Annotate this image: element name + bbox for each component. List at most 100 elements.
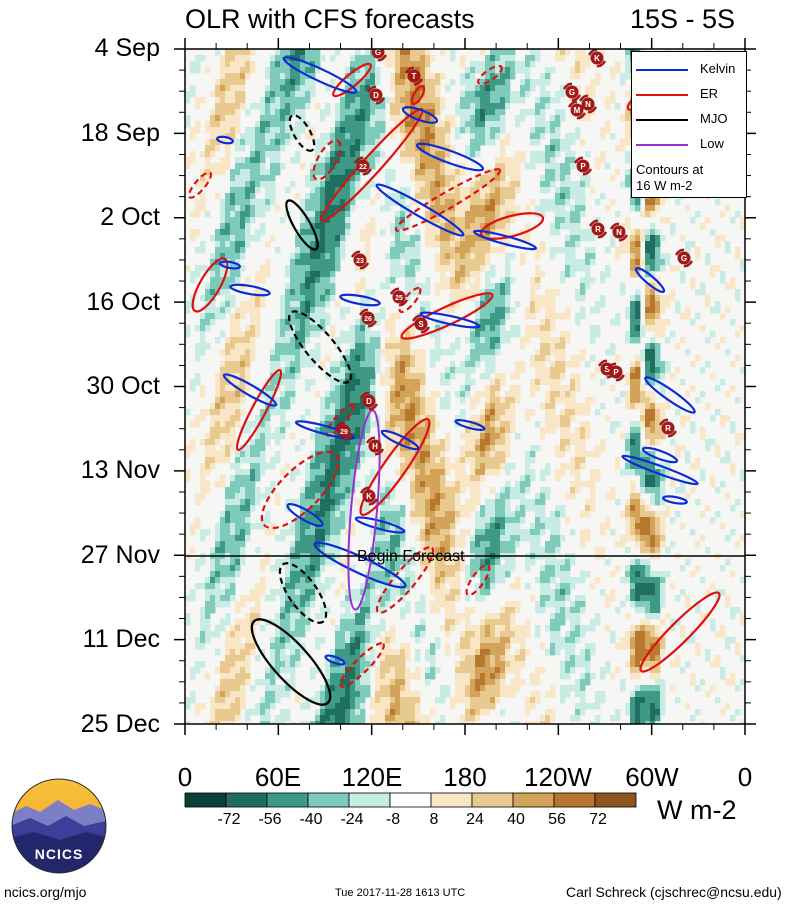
olr-cell (655, 241, 661, 248)
olr-cell (435, 421, 441, 428)
olr-cell (580, 421, 586, 428)
olr-cell (540, 187, 546, 194)
olr-cell (275, 499, 281, 506)
olr-cell (270, 85, 276, 92)
olr-cell (315, 517, 321, 524)
olr-cell (430, 397, 436, 404)
olr-cell (480, 121, 486, 128)
olr-cell (455, 223, 461, 230)
olr-cell (410, 487, 416, 494)
olr-cell (560, 205, 566, 212)
olr-cell (495, 55, 501, 62)
olr-cell (335, 397, 341, 404)
olr-cell (610, 67, 616, 74)
olr-cell (415, 121, 421, 128)
olr-cell (200, 493, 206, 500)
olr-cell (195, 229, 201, 236)
olr-cell (230, 271, 236, 278)
olr-cell (550, 379, 556, 386)
olr-cell (295, 289, 301, 296)
olr-cell (355, 181, 361, 188)
olr-cell (575, 235, 581, 242)
olr-cell (235, 397, 241, 404)
olr-cell (430, 109, 436, 116)
olr-cell (480, 181, 486, 188)
olr-cell (235, 253, 241, 260)
olr-cell (650, 355, 656, 362)
olr-cell (330, 439, 336, 446)
olr-cell (505, 229, 511, 236)
olr-cell (305, 49, 311, 56)
olr-cell (560, 211, 566, 218)
olr-cell (355, 433, 361, 440)
olr-cell (540, 301, 546, 308)
olr-cell (390, 439, 396, 446)
olr-cell (625, 139, 631, 146)
olr-cell (630, 523, 636, 530)
olr-cell (550, 427, 556, 434)
olr-cell (415, 67, 421, 74)
olr-cell (340, 397, 346, 404)
olr-cell (340, 445, 346, 452)
olr-cell (455, 277, 461, 284)
olr-cell (460, 295, 466, 302)
olr-cell (290, 277, 296, 284)
olr-cell (420, 391, 426, 398)
olr-cell (705, 217, 711, 224)
olr-cell (345, 193, 351, 200)
olr-cell (505, 181, 511, 188)
olr-cell (615, 61, 621, 68)
olr-cell (405, 61, 411, 68)
olr-cell (380, 229, 386, 236)
olr-cell (565, 415, 571, 422)
olr-cell (340, 361, 346, 368)
olr-cell (415, 517, 421, 524)
olr-cell (335, 361, 341, 368)
olr-cell (535, 157, 541, 164)
olr-cell (195, 421, 201, 428)
olr-cell (315, 289, 321, 296)
olr-cell (370, 151, 376, 158)
olr-cell (530, 523, 536, 530)
olr-cell (225, 133, 231, 140)
olr-cell (190, 157, 196, 164)
olr-cell (565, 421, 571, 428)
olr-cell (335, 415, 341, 422)
olr-cell (390, 265, 396, 272)
olr-cell (295, 241, 301, 248)
olr-cell (565, 193, 571, 200)
olr-cell (575, 85, 581, 92)
olr-cell (515, 529, 521, 536)
olr-cell (315, 511, 321, 518)
olr-cell (570, 253, 576, 260)
olr-cell (270, 385, 276, 392)
olr-cell (530, 301, 536, 308)
olr-cell (270, 103, 276, 110)
olr-cell (505, 271, 511, 278)
olr-cell (240, 361, 246, 368)
olr-cell (395, 97, 401, 104)
olr-cell (480, 241, 486, 248)
olr-cell (505, 391, 511, 398)
olr-cell (245, 331, 251, 338)
olr-cell (485, 307, 491, 314)
olr-cell (290, 61, 296, 68)
olr-cell (450, 517, 456, 524)
olr-cell (550, 157, 556, 164)
olr-cell (260, 271, 266, 278)
olr-cell (435, 205, 441, 212)
olr-cell (480, 289, 486, 296)
olr-cell (410, 289, 416, 296)
olr-cell (290, 469, 296, 476)
olr-cell (190, 61, 196, 68)
olr-cell (280, 79, 286, 86)
olr-cell (415, 97, 421, 104)
olr-cell (475, 337, 481, 344)
olr-cell (230, 55, 236, 62)
olr-cell (225, 199, 231, 206)
olr-cell (525, 451, 531, 458)
olr-cell (335, 523, 341, 530)
olr-cell (460, 187, 466, 194)
olr-cell (250, 469, 256, 476)
olr-cell (420, 139, 426, 146)
